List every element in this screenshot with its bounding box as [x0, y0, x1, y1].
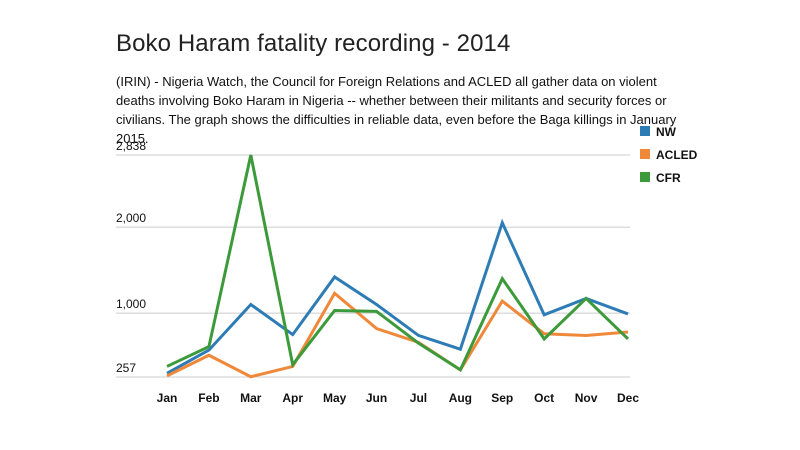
legend-swatch-acled — [640, 149, 650, 159]
x-tick-label: Feb — [198, 391, 219, 405]
y-tick-label: 2,838 — [116, 139, 146, 153]
x-tick-label: Jan — [157, 391, 178, 405]
x-tick-label: Dec — [617, 391, 639, 405]
series-line-cfr — [166, 154, 630, 373]
x-tick-label: Jul — [410, 391, 427, 405]
x-tick-label: Mar — [240, 391, 262, 405]
x-tick-label: Jun — [366, 391, 387, 405]
grid-lines — [116, 154, 630, 378]
x-tick-label: Nov — [575, 391, 598, 405]
y-tick-label: 257 — [116, 361, 136, 375]
y-axis-ticks: 257 1,000 2,000 2,838 — [116, 139, 146, 375]
legend-swatch-cfr — [640, 172, 650, 182]
chart-title: Boko Haram fatality recording - 2014 — [116, 30, 511, 57]
legend-swatch-nw — [640, 126, 650, 136]
legend: NW ACLED CFR — [640, 125, 698, 185]
x-tick-label: Aug — [449, 391, 472, 405]
x-tick-label: Oct — [534, 391, 554, 405]
chart-subtitle: (IRIN) - Nigeria Watch, the Council for … — [116, 74, 677, 146]
x-tick-label: May — [323, 391, 347, 405]
y-tick-label: 2,000 — [116, 211, 146, 225]
series-line-acled — [166, 291, 629, 379]
x-tick-label: Apr — [282, 391, 303, 405]
x-tick-label: Sep — [491, 391, 513, 405]
y-tick-label: 1,000 — [116, 297, 146, 311]
legend-label-acled: ACLED — [656, 148, 698, 162]
x-axis-ticks: Jan Feb Mar Apr May Jun Jul Aug Sep Oct Nov Dec — [157, 391, 640, 405]
series-line-nw — [166, 218, 629, 375]
legend-label-nw: NW — [656, 125, 677, 139]
series-lines — [166, 154, 630, 379]
legend-label-cfr: CFR — [656, 171, 681, 185]
